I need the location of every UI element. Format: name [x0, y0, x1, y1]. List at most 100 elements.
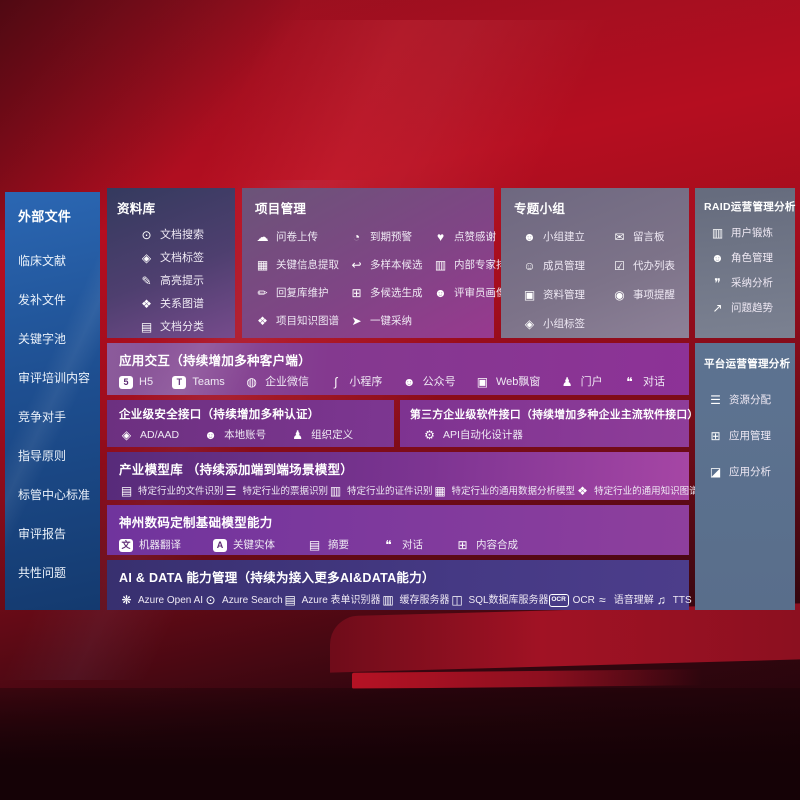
panel-title: RAID运营管理分析 [704, 201, 796, 213]
feature-label: 小组标签 [543, 317, 585, 330]
openai-icon: ❋ [121, 593, 132, 607]
feature-label: 用户锻炼 [731, 226, 773, 239]
feature-label: 留言板 [633, 230, 665, 243]
sidebar-item: 指导原则 [18, 449, 67, 463]
feature-list: ☰ 资源分配 ⊞ 应用管理 ◪ 应用分析 [704, 393, 791, 479]
sidebar-item: 共性问题 [18, 566, 67, 580]
feature-label: 关系图谱 [160, 297, 204, 310]
feature-item: ❝ 对话 [622, 375, 665, 389]
feature-label: 公众号 [422, 375, 456, 388]
feature-label: 应用分析 [729, 465, 771, 478]
feature-item: ◔ 到期预警 [349, 230, 433, 244]
feature-label: AD/AAD [140, 428, 180, 441]
panel-title: 平台运营管理分析 [704, 358, 791, 370]
feature-item: ▥ 内部专家排名 [433, 258, 517, 272]
feature-item: ♫ TTS [654, 593, 692, 607]
doc-classify-icon: ▤ [140, 320, 153, 334]
app-manage-icon: ⊞ [710, 429, 721, 443]
panel-custom-base-models: 神州数码定制基础模型能力 文机器翻译 A 关键实体 ▤ 摘要 ❝ 对话 ⊞ 内容合成 [107, 505, 689, 555]
feature-label: 到期预警 [370, 230, 412, 243]
feature-item: ❞ 采纳分析 [710, 276, 791, 290]
panel-title: 项目管理 [255, 202, 307, 216]
role-manage-icon: ☻ [711, 251, 724, 265]
feature-item: T Teams [172, 375, 225, 389]
h5-icon: 5 [119, 375, 133, 389]
feature-item: ▥ 用户锻炼 [710, 226, 791, 240]
sql-server-icon: ◫ [451, 593, 463, 607]
feature-label: 特定行业的通用数据分析模型 [451, 485, 576, 497]
form-recognizer-icon: ▤ [284, 593, 296, 607]
azure-search-icon: ⊙ [205, 593, 216, 607]
feature-item: ♥ 点赞感谢 [433, 230, 499, 244]
sidebar-item: 审评培训内容 [18, 371, 91, 385]
feature-item: ▦ 特定行业的通用数据分析模型 [433, 484, 576, 498]
feature-label: 资源分配 [729, 393, 771, 406]
feature-label: 点赞感谢 [454, 230, 496, 243]
message-board-icon: ✉ [614, 230, 625, 244]
panel-title: 第三方企业级软件接口（持续增加多种企业主流软件接口） [410, 409, 699, 421]
feature-label: 缓存服务器 [399, 594, 450, 606]
panel-title: AI & DATA 能力管理（持续为接入更多AI&DATA能力） [119, 571, 435, 585]
feature-item: ♟ 组织定义 [290, 428, 353, 442]
feature-label: 采纳分析 [731, 276, 773, 289]
sidebar-item: 发补文件 [18, 293, 67, 307]
feature-label: 关键信息提取 [276, 258, 339, 271]
feature-list: 5 H5 T Teams ◍ 企业微信 ∫ 小程序 ☻ 公众号 ▣ Web飘窗 ♟ 门户 ❝ 对话 [119, 375, 679, 389]
feature-item: ◈ 文档标签 [139, 251, 235, 265]
feature-label: SQL数据库服务器 [468, 594, 549, 606]
todo-list-icon: ☑ [614, 259, 625, 273]
feature-item: ☑ 代办列表 [612, 259, 692, 273]
feature-item: ❝ 对话 [381, 538, 423, 552]
feature-item: 文机器翻译 [119, 538, 181, 552]
feature-item: ◉ 事项提醒 [612, 288, 692, 302]
feature-label: 摘要 [328, 538, 349, 551]
panel-project-management: 项目管理 ☁ 问卷上传 ◔ 到期预警 ♥ 点赞感谢 ▦ 关键信息提取 ↩ 多样本候选 ▥ 内部专家排名… [242, 188, 518, 338]
panel-title: 企业级安全接口（持续增加多种认证） [119, 409, 320, 421]
feature-item: ⚙ API自动化设计器 [422, 428, 523, 442]
feature-item: ▤ 特定行业的文件识别 [119, 484, 224, 498]
feature-item: ✏ 回复库维护 [255, 286, 349, 300]
panel-app-interaction: 应用交互（持续增加多种客户端） 5 H5 T Teams ◍ 企业微信 ∫ 小程序 ☻ 公众号 ▣ W… [107, 343, 689, 395]
feature-list: ⚙ API自动化设计器 [410, 428, 683, 442]
panel-title: 资料库 [117, 202, 156, 216]
feature-item: ◪ 应用分析 [708, 465, 791, 479]
adoption-analysis-icon: ❞ [714, 276, 721, 290]
background-red-surface [330, 603, 800, 673]
knowledge-graph-icon: ❖ [257, 314, 268, 328]
teams-icon: T [172, 375, 187, 389]
feature-item: 5 H5 [119, 375, 153, 389]
feature-item: ☻ 评审员画像 [433, 286, 506, 300]
speech-understanding-icon: ≈ [599, 593, 606, 607]
feature-label: 文档分类 [160, 320, 204, 333]
panel-raid-analysis: RAID运营管理分析 ▥ 用户锻炼 ☻ 角色管理 ❞ 采纳分析 ↗ 问题趋势 [695, 188, 795, 338]
feature-item: ❋ Azure Open AI [119, 593, 203, 607]
highlight-icon: ✎ [141, 274, 152, 288]
alarm-icon: ◔ [352, 230, 361, 244]
feature-list: ☁ 问卷上传 ◔ 到期预警 ♥ 点赞感谢 ▦ 关键信息提取 ↩ 多样本候选 ▥ 内部专家排名 ✏ 回复库维… [255, 230, 518, 328]
feature-label: 语音理解 [613, 594, 654, 606]
feature-label: 应用管理 [729, 429, 771, 442]
wechat-work-icon: ◍ [246, 375, 257, 389]
feature-list: 文机器翻译 A 关键实体 ▤ 摘要 ❝ 对话 ⊞ 内容合成 [119, 538, 681, 552]
chat-icon: ❝ [626, 375, 633, 389]
sidebar-item: 临床文献 [18, 254, 67, 268]
one-click-adopt-icon: ➤ [351, 314, 362, 328]
feature-item: ▣ Web飘窗 [475, 375, 541, 389]
info-extract-icon: ▦ [256, 258, 269, 272]
feature-item: ❖ 项目知识图谱 [255, 314, 349, 328]
content-synthesis-icon: ⊞ [457, 538, 468, 552]
feature-item: ♟ 门户 [560, 375, 603, 389]
reminder-bell-icon: ◉ [614, 288, 625, 302]
portal-icon: ♟ [561, 375, 573, 389]
feature-item: ❖ 关系图谱 [139, 297, 235, 311]
feature-list: ⊙ 文档搜索 ◈ 文档标签 ✎ 高亮提示 ❖ 关系图谱 ▤ 文档分类 [117, 228, 235, 334]
feature-item: A 关键实体 [213, 538, 275, 552]
feature-item: ☰ 特定行业的票据识别 [224, 484, 328, 498]
panel-ai-data-capability: AI & DATA 能力管理（持续为接入更多AI&DATA能力） ❋ Azure … [107, 560, 692, 610]
feature-item: ▦ 关键信息提取 [255, 258, 349, 272]
feature-label: Azure Open AI [138, 594, 204, 606]
feature-label: 关键实体 [233, 538, 275, 551]
feature-item: ▣ 资料管理 [522, 288, 612, 302]
group-tag-icon: ◈ [524, 317, 535, 331]
feature-label: 文档搜索 [160, 228, 204, 241]
